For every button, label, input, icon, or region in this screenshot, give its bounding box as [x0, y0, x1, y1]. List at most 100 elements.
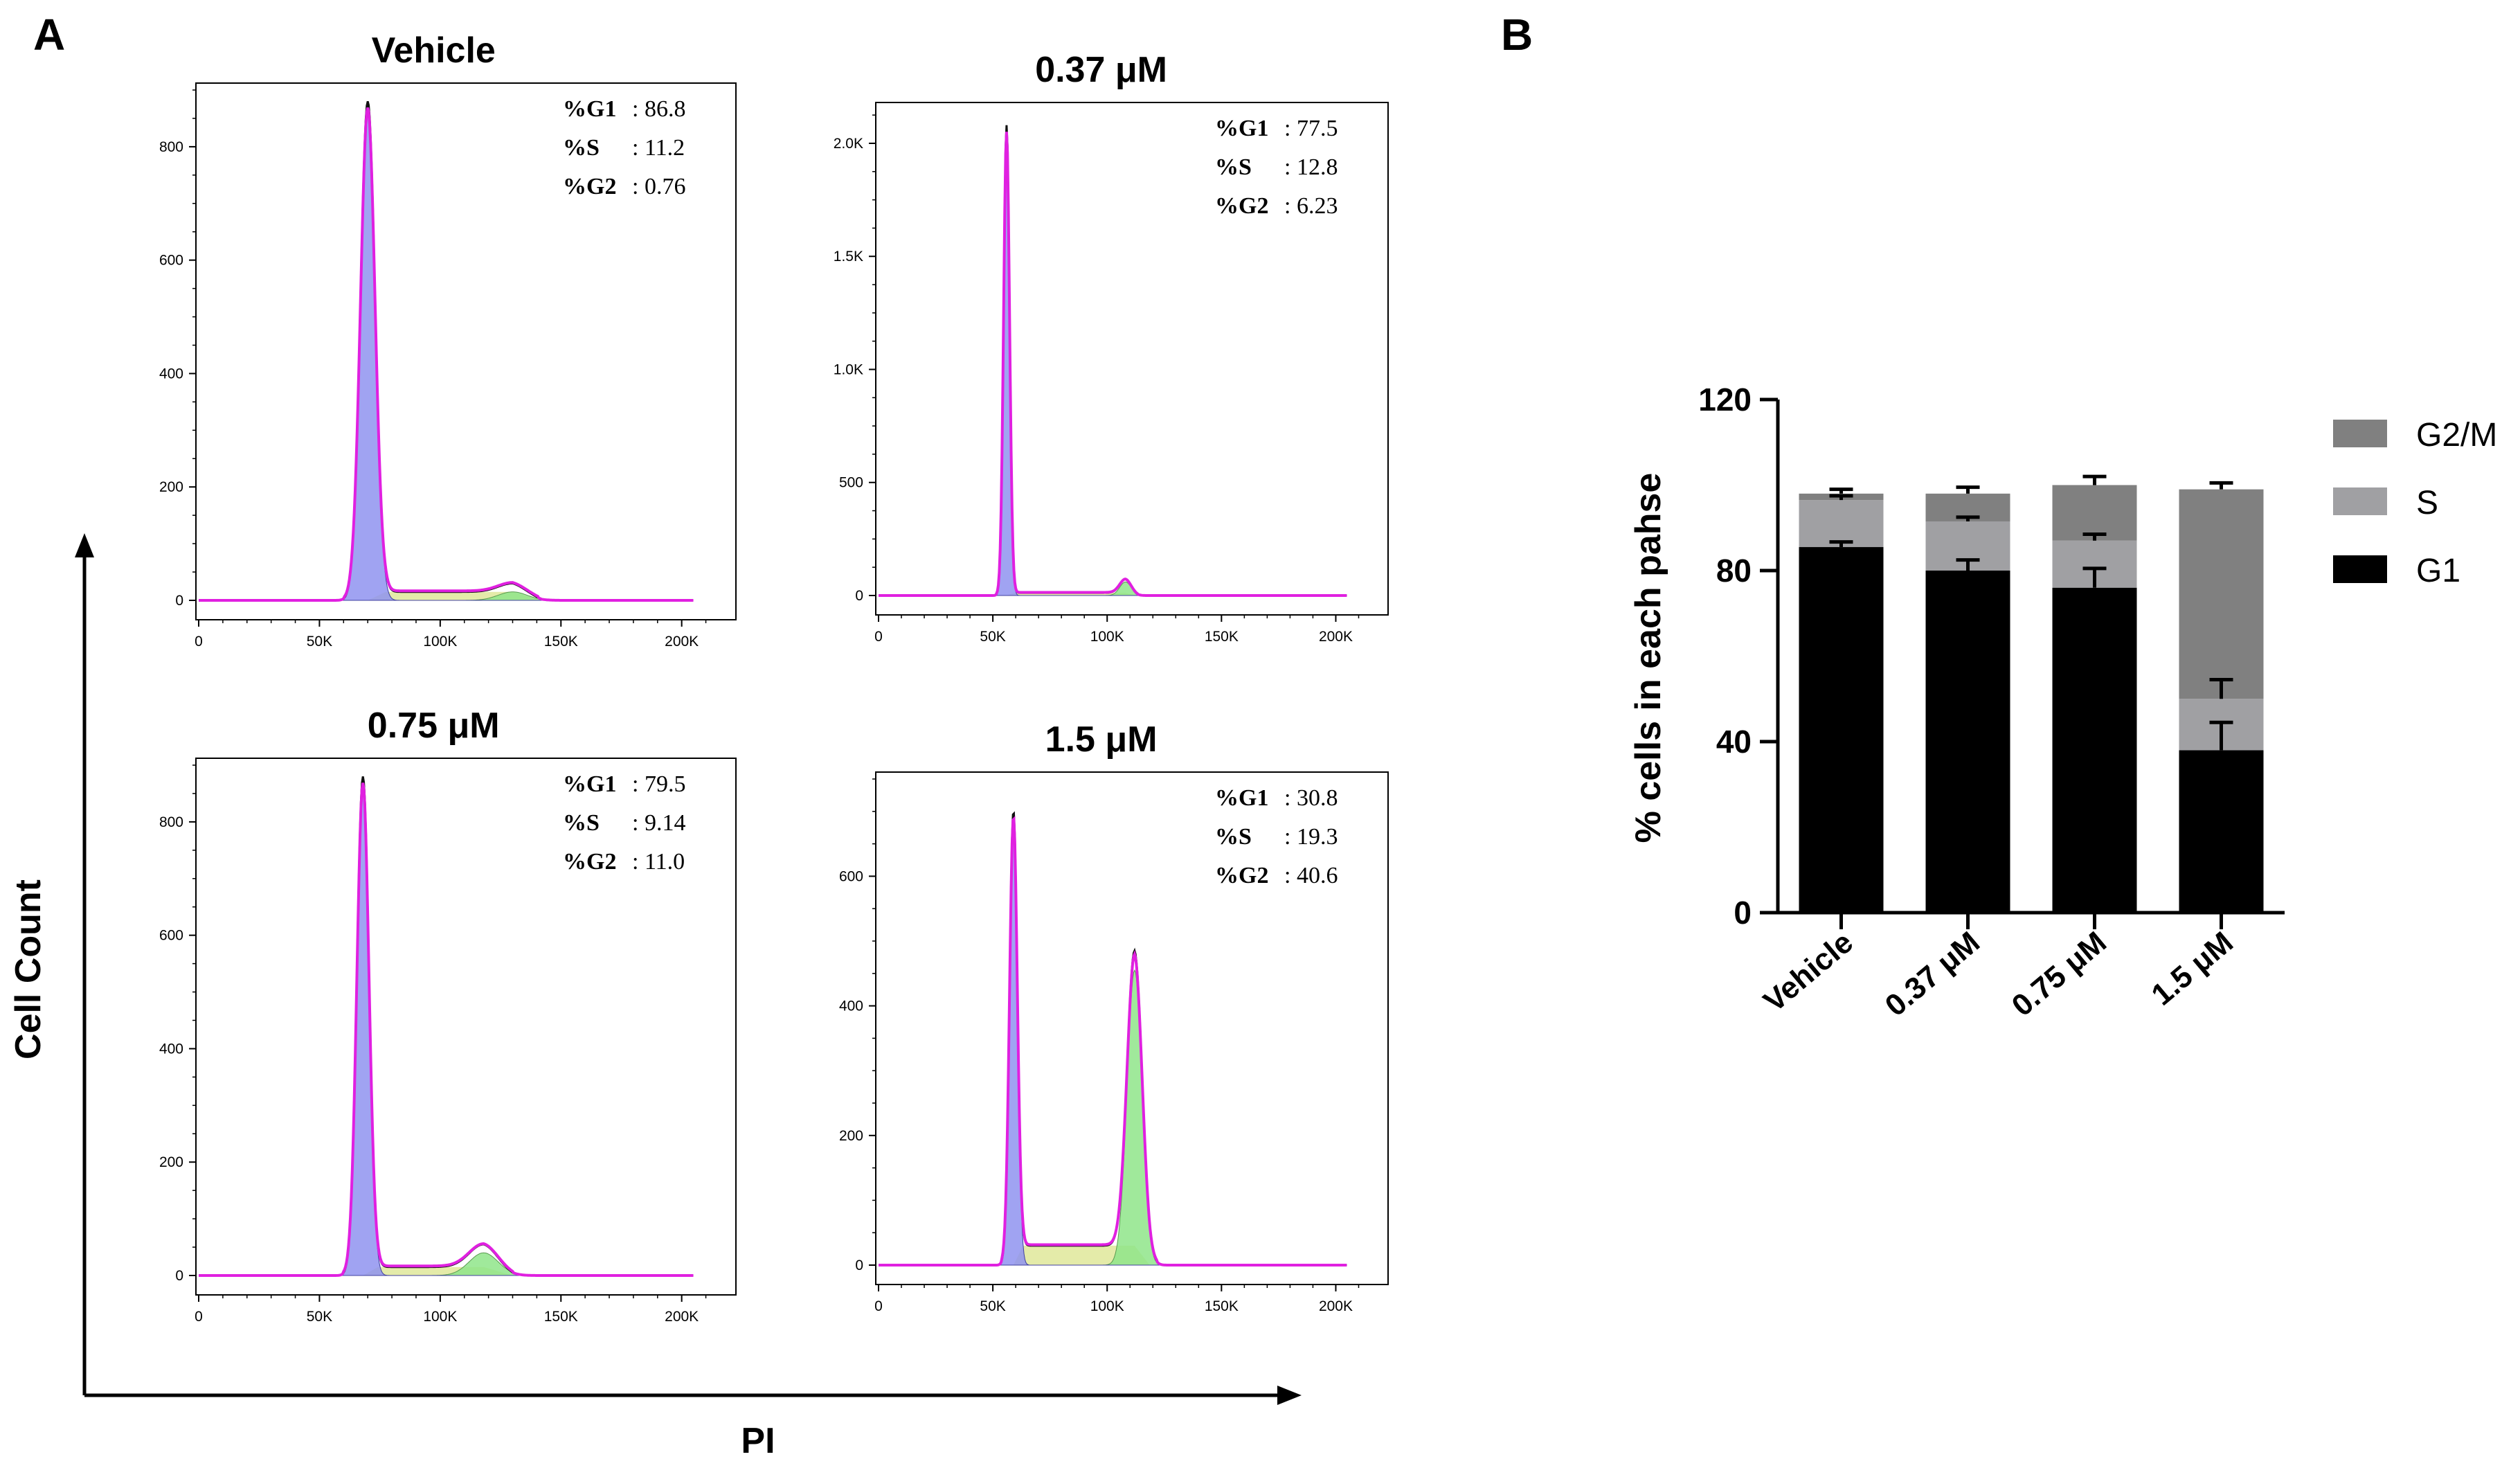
stat-s: %S	[1215, 154, 1252, 180]
stat-g1: %G1	[1215, 785, 1268, 811]
bar-segment-g1	[2179, 750, 2264, 913]
x-tick-label: 50K	[980, 629, 1005, 645]
bar-y-axis-label: % cells in each pahse	[1628, 473, 1668, 843]
x-tick-label: 50K	[307, 1309, 332, 1325]
g1-peak-area	[879, 814, 1347, 1266]
y-tick-label: 400	[159, 1041, 183, 1057]
bar-segment-s	[1799, 500, 1884, 548]
x-tick-label: 200K	[665, 1309, 699, 1325]
plot-frame	[875, 771, 1389, 1285]
panel-a-label: A	[33, 10, 65, 60]
g1-peak-area	[199, 776, 694, 1276]
stat-value: : 11.0	[632, 849, 685, 875]
model-fit-line	[879, 125, 1347, 597]
stat-value: : 12.8	[1284, 154, 1338, 180]
histogram-title: 0.75 μM	[368, 706, 500, 746]
histogram-vehicle: Vehicle 0 200 400 600 800 0 50K 100K 150K 200K %G1:…	[159, 30, 737, 650]
bar-segment-g2m	[2179, 489, 2264, 699]
y-tick-label: 200	[839, 1128, 863, 1144]
cell-count-label: Cell Count	[8, 879, 48, 1059]
bar-segment-g1	[2052, 587, 2137, 913]
y-tick-label: 600	[839, 868, 863, 884]
legend-label: S	[2416, 485, 2438, 521]
measured-histogram-line	[199, 782, 694, 1277]
y-tick-label: 0	[175, 1268, 183, 1284]
s-phase-area	[199, 1266, 694, 1275]
x-tick-label: 200K	[1319, 629, 1353, 645]
bar-category-label: 0.75 μM	[2006, 925, 2113, 1023]
histogram-1-5-um: 1.5 μM 0 200 400 600 0 50K 100K 150K 200K %G1: 30.…	[839, 719, 1389, 1314]
bar-segment-g1	[1799, 547, 1884, 913]
legend-swatch-g2m	[2333, 420, 2387, 447]
bar-category-label: Vehicle	[1757, 925, 1860, 1019]
legend-label: G2/M	[2416, 417, 2497, 454]
stat-value: : 6.23	[1284, 193, 1338, 219]
x-tick-label: 50K	[980, 1298, 1005, 1314]
stat-value: : 77.5	[1284, 116, 1338, 141]
y-tick-label: 400	[159, 366, 183, 382]
stat-g1: %G1	[1215, 116, 1268, 141]
stat-s: %S	[563, 135, 600, 161]
model-fit-line	[199, 101, 694, 602]
plot-frame	[875, 102, 1389, 616]
y-tick-label: 0	[855, 588, 863, 604]
x-tick-label: 0	[195, 1309, 203, 1325]
stat-value: : 11.2	[632, 135, 685, 161]
stat-s: %S	[563, 810, 600, 836]
y-tick-label: 600	[159, 928, 183, 944]
stat-value: : 40.6	[1284, 863, 1338, 888]
y-tick-label: 600	[159, 253, 183, 269]
y-tick-label: 800	[159, 814, 183, 830]
y-tick-label: 0	[855, 1257, 863, 1273]
stacked-bar-chart: 0 40 80 120 Vehicle 0.37 μM 0.75 μM 1.5 μM G2/M S…	[1698, 382, 2497, 1023]
g2-peak-area	[879, 969, 1347, 1266]
bar-segment-g1	[1925, 571, 2010, 913]
histogram-0-75-um: 0.75 μM 0 200 400 600 800 0 50K 100K 150K 200K %G1:…	[159, 706, 737, 1325]
histogram-title: 0.37 μM	[1035, 50, 1167, 90]
plot-frame	[195, 758, 737, 1296]
bar-segment-g2m	[2052, 485, 2137, 541]
bar-y-tick-label: 80	[1716, 553, 1752, 589]
x-tick-label: 100K	[423, 634, 457, 650]
x-tick-label: 200K	[665, 634, 699, 650]
stat-g2: %G2	[563, 174, 616, 199]
pi-label: PI	[741, 1421, 775, 1461]
s-phase-area	[879, 1245, 1347, 1265]
x-tick-label: 150K	[1205, 629, 1239, 645]
stat-g2: %G2	[1215, 193, 1268, 219]
measured-histogram-line	[199, 107, 694, 602]
x-tick-label: 50K	[307, 634, 332, 650]
stat-value: : 9.14	[632, 810, 685, 836]
stat-value: : 19.3	[1284, 824, 1338, 850]
y-tick-label: 200	[159, 1154, 183, 1170]
legend-swatch-s	[2333, 487, 2387, 515]
histogram-0-37-um: 0.37 μM 0 500 1.0K 1.5K 2.0K 0 50K 100K 150K 200K%…	[834, 50, 1389, 645]
stat-value: : 0.76	[632, 174, 685, 199]
y-tick-label: 1.5K	[834, 249, 863, 265]
legend-label: G1	[2416, 553, 2460, 589]
measured-histogram-line	[879, 816, 1347, 1266]
x-tick-label: 200K	[1319, 1298, 1353, 1314]
bar-category-label: 1.5 μM	[2145, 925, 2240, 1012]
measured-histogram-line	[879, 132, 1347, 597]
x-tick-label: 150K	[544, 1309, 578, 1325]
x-tick-label: 100K	[423, 1309, 457, 1325]
stat-value: : 86.8	[632, 96, 685, 122]
stat-value: : 30.8	[1284, 785, 1338, 811]
pi-axis-arrow	[84, 1386, 1302, 1405]
panel-b-label: B	[1501, 10, 1533, 60]
g1-peak-area	[879, 125, 1347, 596]
x-tick-label: 150K	[1205, 1298, 1239, 1314]
stat-g2: %G2	[1215, 863, 1268, 888]
bar-y-tick-label: 120	[1698, 382, 1752, 418]
plot-frame	[195, 82, 737, 620]
bar-category-label: 0.37 μM	[1879, 925, 1986, 1023]
y-tick-label: 400	[839, 999, 863, 1014]
model-fit-line	[879, 811, 1347, 1266]
stat-g1: %G1	[563, 771, 616, 797]
model-fit-line	[199, 776, 694, 1277]
y-tick-label: 500	[839, 475, 863, 491]
stat-s: %S	[1215, 824, 1252, 850]
bar-y-tick-label: 0	[1734, 895, 1752, 931]
